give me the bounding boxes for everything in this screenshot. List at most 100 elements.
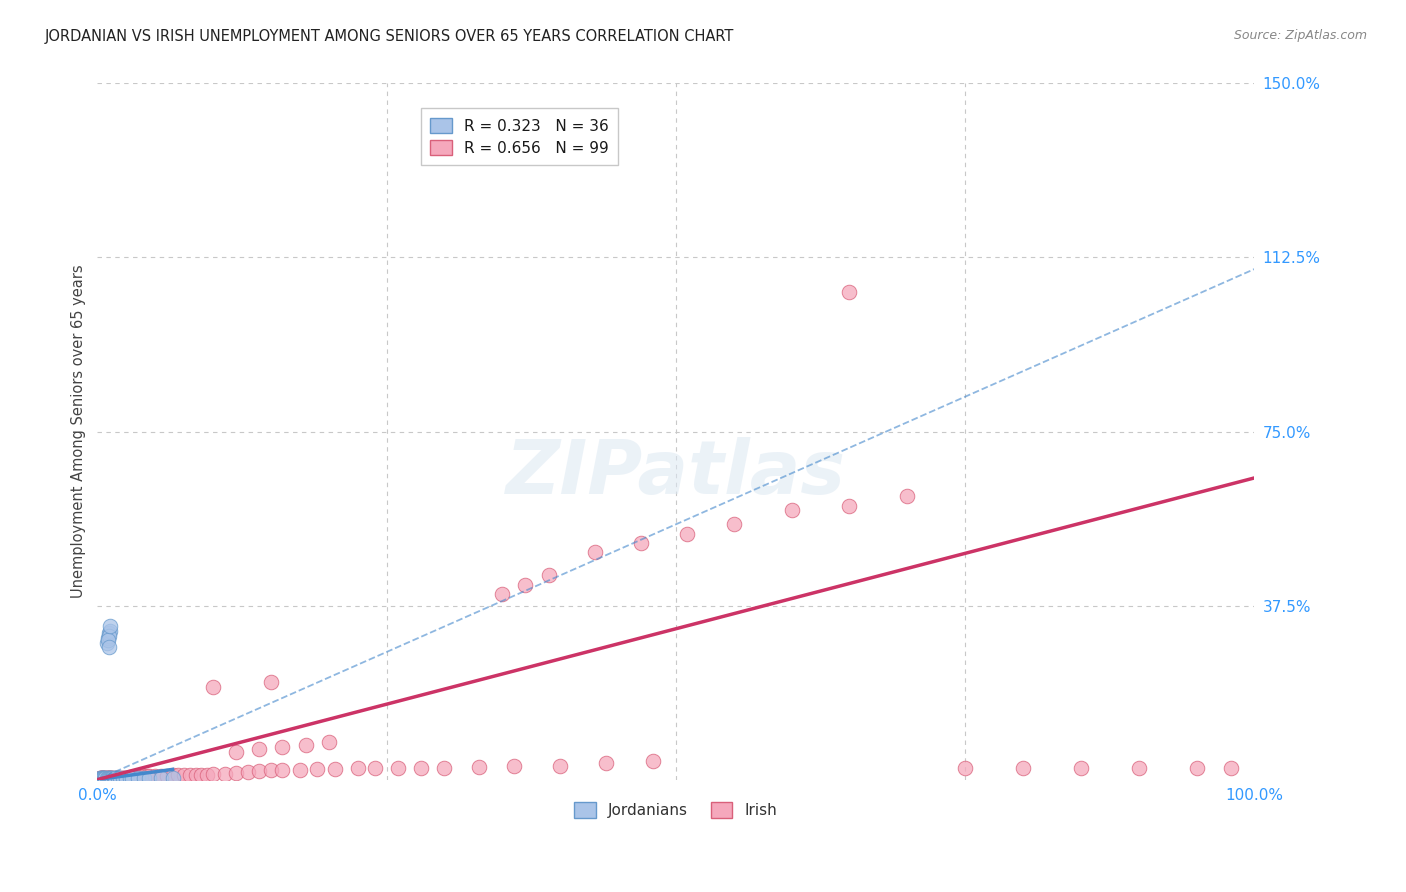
Point [94,771,117,785]
Point [103,771,125,785]
Point [896,490,918,504]
Point [96,636,118,650]
Point [91,771,114,785]
Point [111,771,134,785]
Point [236,765,259,780]
Point [97,640,120,655]
Point [93,771,115,785]
Point [162,771,184,785]
Point [97,633,120,648]
Point [548,758,571,772]
Point [97,771,120,785]
Point [91,771,114,785]
Point [97,631,120,645]
Point [136,769,159,783]
Point [104,771,127,785]
Point [91,771,114,785]
Point [93,771,115,785]
Y-axis label: Unemployment Among Seniors over 65 years: Unemployment Among Seniors over 65 years [72,265,86,599]
Point [94,771,117,785]
Point [104,771,127,785]
Point [149,771,172,785]
Point [91,771,114,785]
Point [89,771,111,785]
Point [433,761,456,775]
Point [91,771,114,785]
Point [225,745,247,759]
Point [143,769,166,783]
Point [89,771,111,785]
Text: Source: ZipAtlas.com: Source: ZipAtlas.com [1233,29,1367,43]
Point [502,758,524,772]
Point [91,771,114,785]
Legend: Jordanians, Irish: Jordanians, Irish [568,796,783,824]
Point [124,770,146,784]
Point [94,771,117,785]
Point [107,771,129,785]
Point [595,756,617,771]
Point [96,771,118,785]
Point [214,766,236,780]
Point [1220,761,1243,775]
Point [364,761,387,775]
Point [101,771,124,785]
Point [641,754,664,768]
Point [111,771,134,785]
Point [97,626,120,640]
Point [118,771,141,785]
Point [97,771,120,785]
Point [1070,761,1092,775]
Point [118,770,141,784]
Point [93,771,115,785]
Point [318,735,340,749]
Point [98,624,121,639]
Point [127,771,149,785]
Point [97,771,120,785]
Point [101,771,124,785]
Point [676,526,699,541]
Point [202,680,225,694]
Point [260,675,283,690]
Point [184,768,207,782]
Point [838,499,860,513]
Point [288,764,311,778]
Point [346,762,368,776]
Point [149,769,172,783]
Point [953,761,976,775]
Point [105,771,128,785]
Point [162,768,184,782]
Point [96,771,118,785]
Point [94,771,117,785]
Point [1185,761,1208,775]
Point [173,768,195,782]
Point [387,761,409,775]
Point [108,771,131,785]
Point [323,763,346,777]
Point [723,517,745,532]
Point [100,771,122,785]
Point [90,771,112,785]
Point [202,767,225,781]
Point [98,771,121,785]
Point [630,536,652,550]
Point [271,740,294,755]
Text: JORDANIAN VS IRISH UNEMPLOYMENT AMONG SENIORS OVER 65 YEARS CORRELATION CHART: JORDANIAN VS IRISH UNEMPLOYMENT AMONG SE… [45,29,734,45]
Point [103,771,125,785]
Point [100,771,122,785]
Point [156,769,179,783]
Point [97,771,120,785]
Point [1012,761,1035,775]
Point [132,769,155,783]
Point [491,587,513,601]
Point [132,771,155,785]
Point [104,771,127,785]
Point [117,771,139,785]
Point [838,285,860,300]
Point [107,771,129,785]
Point [91,771,114,785]
Point [271,764,294,778]
Point [294,738,316,752]
Point [138,771,160,785]
Point [121,770,143,784]
Point [247,764,270,779]
